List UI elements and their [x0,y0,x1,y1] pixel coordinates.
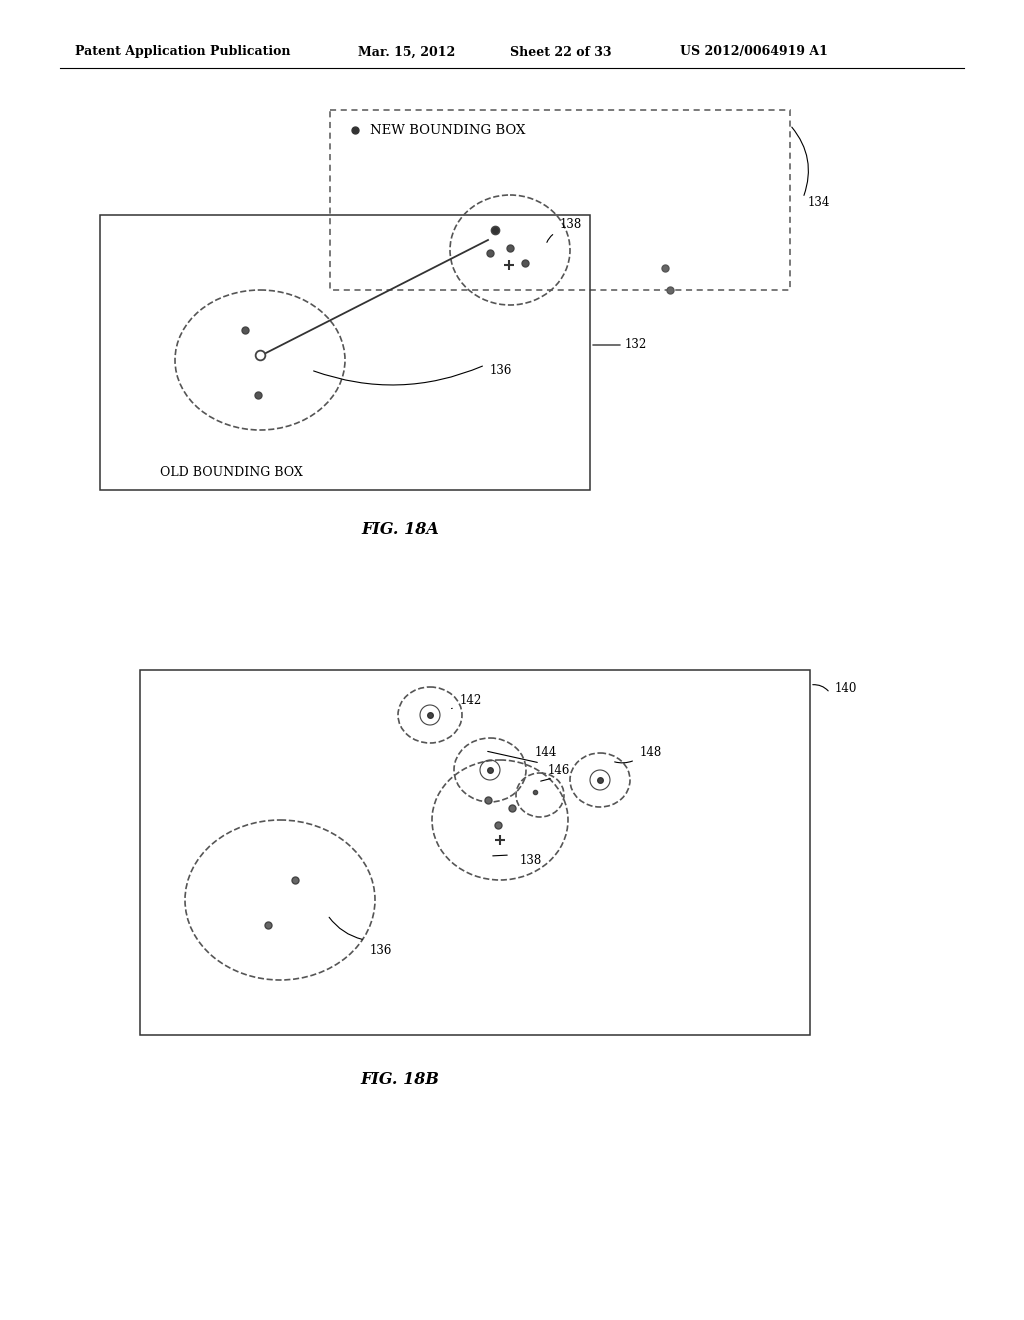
Text: 138: 138 [560,219,583,231]
Text: NEW BOUNDING BOX: NEW BOUNDING BOX [370,124,525,136]
Text: 136: 136 [370,944,392,957]
Text: OLD BOUNDING BOX: OLD BOUNDING BOX [160,466,303,479]
Bar [140,671,810,1035]
Text: 136: 136 [490,363,512,376]
Text: 148: 148 [640,746,663,759]
Text: 144: 144 [535,747,557,759]
Text: 138: 138 [520,854,543,866]
Text: FIG. 18A: FIG. 18A [361,521,439,539]
Text: 140: 140 [835,681,857,694]
Text: 146: 146 [548,763,570,776]
Text: Sheet 22 of 33: Sheet 22 of 33 [510,45,611,58]
Text: 134: 134 [808,197,830,210]
Text: US 2012/0064919 A1: US 2012/0064919 A1 [680,45,827,58]
Text: 132: 132 [625,338,647,351]
Text: 142: 142 [460,693,482,706]
Text: FIG. 18B: FIG. 18B [360,1072,439,1089]
Bar [330,110,790,290]
Text: Mar. 15, 2012: Mar. 15, 2012 [358,45,456,58]
Bar [100,215,590,490]
Text: Patent Application Publication: Patent Application Publication [75,45,291,58]
